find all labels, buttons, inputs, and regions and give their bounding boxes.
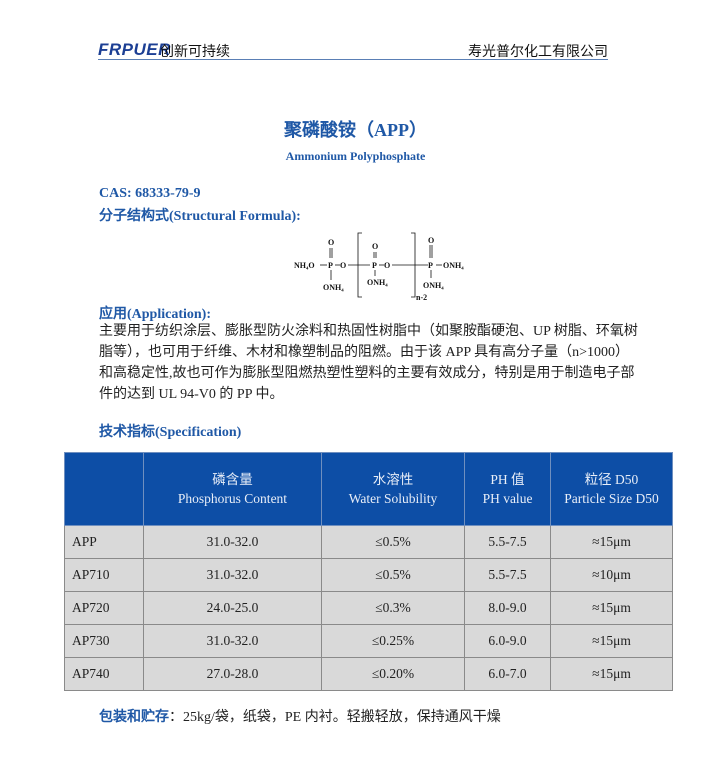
cell-solubility: ≤0.25% bbox=[321, 624, 465, 658]
phosphorus-3: P bbox=[428, 261, 433, 270]
header-divider bbox=[98, 59, 608, 60]
application-text: 主要用于纺织涂层、膨胀型防火涂料和热固性树脂中（如聚胺酯硬泡、UP 树脂、环氧树… bbox=[99, 324, 638, 402]
application-heading: 应用(Application): bbox=[99, 307, 211, 322]
packaging-storage: 包装和贮存：25kg/袋，纸袋，PE 内衬。轻搬轻放，保持通风干燥 bbox=[99, 706, 501, 726]
cell-phosphorus: 27.0-28.0 bbox=[143, 657, 322, 691]
oxygen-top-1: O bbox=[328, 238, 334, 247]
structural-formula: NH₄O P O O ONH₄ P O O ONH₄ P O ONH₄ ONH₄… bbox=[294, 232, 464, 302]
cell-phosphorus: 31.0-32.0 bbox=[143, 558, 322, 592]
cell-particle-size: ≈15μm bbox=[550, 525, 673, 559]
formula-right-group: ONH₄ bbox=[443, 261, 464, 270]
cell-grade: AP720 bbox=[64, 591, 144, 625]
page-subtitle: Ammonium Polyphosphate bbox=[285, 149, 426, 163]
table-row: AP710 31.0-32.0 ≤0.5% 5.5-7.5 ≈10μm bbox=[64, 558, 673, 592]
cas-number: CAS: 68333-79-9 bbox=[99, 186, 201, 201]
cell-phosphorus: 31.0-32.0 bbox=[143, 525, 322, 559]
cell-solubility: ≤0.20% bbox=[321, 657, 465, 691]
structure-heading: 分子结构式(Structural Formula): bbox=[99, 209, 301, 224]
header-ph: PH 值 PH value bbox=[464, 452, 551, 526]
oxygen-top-2: O bbox=[372, 242, 378, 251]
company-name: 寿光普尔化工有限公司 bbox=[468, 44, 608, 60]
oxygen-2: O bbox=[384, 261, 390, 270]
cell-solubility: ≤0.3% bbox=[321, 591, 465, 625]
header-solubility: 水溶性 Water Solubility bbox=[321, 452, 465, 526]
cell-ph: 5.5-7.5 bbox=[464, 558, 551, 592]
page-title: 聚磷酸铵（APP） bbox=[284, 120, 427, 140]
onh4-2: ONH₄ bbox=[367, 278, 388, 287]
repeat-subscript: n-2 bbox=[416, 293, 427, 302]
phosphorus-1: P bbox=[328, 261, 333, 270]
oxygen-top-3: O bbox=[428, 236, 434, 245]
formula-left-group: NH₄O bbox=[294, 261, 315, 270]
cell-ph: 8.0-9.0 bbox=[464, 591, 551, 625]
onh4-3: ONH₄ bbox=[423, 281, 444, 290]
cell-grade: APP bbox=[64, 525, 144, 559]
slogan: 创新可持续 bbox=[160, 44, 230, 60]
cell-ph: 5.5-7.5 bbox=[464, 525, 551, 559]
cell-particle-size: ≈10μm bbox=[550, 558, 673, 592]
cell-particle-size: ≈15μm bbox=[550, 591, 673, 625]
cell-solubility: ≤0.5% bbox=[321, 558, 465, 592]
logo: FRPUER bbox=[98, 40, 171, 59]
packaging-label: 包装和贮存 bbox=[99, 710, 169, 725]
table-row: AP730 31.0-32.0 ≤0.25% 6.0-9.0 ≈15μm bbox=[64, 624, 673, 658]
cell-ph: 6.0-7.0 bbox=[464, 657, 551, 691]
cell-particle-size: ≈15μm bbox=[550, 624, 673, 658]
table-row: AP740 27.0-28.0 ≤0.20% 6.0-7.0 ≈15μm bbox=[64, 657, 673, 691]
cell-ph: 6.0-9.0 bbox=[464, 624, 551, 658]
cell-phosphorus: 24.0-25.0 bbox=[143, 591, 322, 625]
cell-grade: AP730 bbox=[64, 624, 144, 658]
table-row: AP720 24.0-25.0 ≤0.3% 8.0-9.0 ≈15μm bbox=[64, 591, 673, 625]
cell-solubility: ≤0.5% bbox=[321, 525, 465, 559]
packaging-text: ：25kg/袋，纸袋，PE 内衬。轻搬轻放，保持通风干燥 bbox=[169, 710, 501, 725]
cell-grade: AP710 bbox=[64, 558, 144, 592]
phosphorus-2: P bbox=[372, 261, 377, 270]
header-blank bbox=[64, 452, 144, 526]
oxygen-1: O bbox=[340, 261, 346, 270]
spec-table: 磷含量 Phosphorus Content 水溶性 Water Solubilit… bbox=[64, 452, 673, 691]
cell-particle-size: ≈15μm bbox=[550, 657, 673, 691]
table-row: APP 31.0-32.0 ≤0.5% 5.5-7.5 ≈15μm bbox=[64, 525, 673, 559]
cell-grade: AP740 bbox=[64, 657, 144, 691]
spec-heading: 技术指标(Specification) bbox=[99, 425, 242, 440]
header-particle-size: 粒径 D50 Particle Size D50 bbox=[550, 452, 673, 526]
onh4-1: ONH₄ bbox=[323, 283, 344, 292]
table-header-row: 磷含量 Phosphorus Content 水溶性 Water Solubilit… bbox=[64, 452, 673, 526]
cell-phosphorus: 31.0-32.0 bbox=[143, 624, 322, 658]
header-phosphorus: 磷含量 Phosphorus Content bbox=[143, 452, 322, 526]
